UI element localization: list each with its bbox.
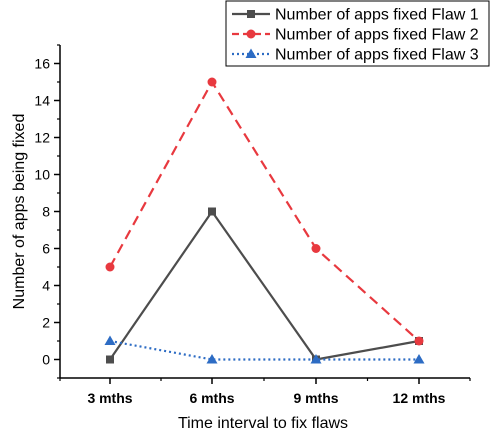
legend-marker (247, 10, 255, 18)
y-axis-title: Number of apps being fixed (11, 114, 28, 310)
data-point-flaw-3 (206, 354, 218, 364)
legend-label: Number of apps fixed Flaw 1 (275, 7, 479, 24)
series-flaw-3 (104, 335, 425, 364)
data-point-flaw-3 (104, 335, 116, 345)
y-tick-label: 12 (34, 130, 50, 146)
series-flaw-1 (106, 207, 423, 364)
legend-marker (245, 48, 257, 58)
y-tick-label: 2 (42, 315, 50, 331)
x-tick-label: 12 mths (393, 390, 446, 406)
series-flaw-2 (105, 77, 424, 346)
data-point-flaw-2 (414, 336, 424, 346)
axes: 0 2 4 6 8 10 12 14 16 3 mths 6 mths 9 mths 12 mths (34, 44, 471, 406)
y-tick-label: 0 (42, 352, 50, 368)
data-point-flaw-3 (310, 354, 322, 364)
data-point-flaw-3 (413, 354, 425, 364)
series-line-flaw-2 (109, 79, 420, 342)
legend-marker (246, 29, 256, 39)
data-point-flaw-1 (106, 355, 114, 364)
legend-entry-flaw-3: Number of apps fixed Flaw 3 (232, 47, 479, 64)
legend: Number of apps fixed Flaw 1 Number of app… (225, 0, 490, 67)
series-layer (104, 77, 425, 364)
x-tick-label: 3 mths (87, 390, 132, 406)
x-tick-label: 9 mths (293, 390, 338, 406)
y-tick-label: 14 (34, 93, 50, 109)
legend-box (225, 0, 490, 67)
legend-label: Number of apps fixed Flaw 2 (275, 27, 479, 44)
y-tick-label: 4 (42, 278, 50, 294)
y-tick-label: 6 (42, 241, 50, 257)
data-point-flaw-2 (311, 244, 321, 253)
data-point-flaw-2 (207, 77, 217, 87)
data-point-flaw-1 (208, 207, 216, 216)
y-tick-label: 16 (34, 56, 50, 72)
y-tick-label: 10 (34, 167, 50, 183)
x-axis-title: Time interval to fix flaws (178, 415, 348, 432)
legend-label: Number of apps fixed Flaw 3 (275, 47, 479, 64)
series-line-flaw-1 (109, 209, 420, 361)
data-point-flaw-2 (105, 262, 115, 272)
legend-entry-flaw-2: Number of apps fixed Flaw 2 (232, 27, 479, 44)
legend-entry-flaw-1: Number of apps fixed Flaw 1 (232, 7, 479, 24)
y-tick-label: 8 (42, 204, 50, 220)
x-tick-label: 6 mths (189, 390, 234, 406)
series-line-flaw-3 (109, 339, 419, 361)
